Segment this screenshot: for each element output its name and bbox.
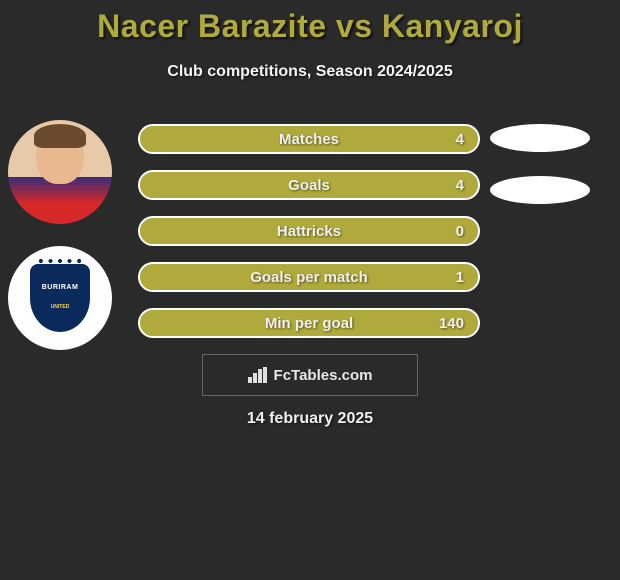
stat-label: Matches [140,131,478,148]
side-pill [490,124,590,152]
avatar-column: BURIRAM UNITED [8,120,112,372]
stat-value: 1 [456,269,464,286]
side-pill-column [490,124,590,228]
stat-value: 4 [456,131,464,148]
club-badge-icon: BURIRAM UNITED [30,264,90,332]
stat-label: Hattricks [140,223,478,240]
stat-row: Goals4 [138,170,480,200]
bar-chart-icon [248,367,268,383]
badge-sub-text: UNITED [30,304,90,310]
footer-date: 14 february 2025 [0,410,620,428]
stat-row: Min per goal140 [138,308,480,338]
page-title: Nacer Barazite vs Kanyaroj [0,0,620,45]
stat-label: Goals per match [140,269,478,286]
page-subtitle: Club competitions, Season 2024/2025 [0,63,620,81]
stat-label: Goals [140,177,478,194]
stat-row: Hattricks0 [138,216,480,246]
stat-label: Min per goal [140,315,478,332]
stats-list: Matches4Goals4Hattricks0Goals per match1… [138,124,480,354]
stat-row: Matches4 [138,124,480,154]
side-pill [490,176,590,204]
player1-avatar [8,120,112,224]
stat-value: 0 [456,223,464,240]
stat-value: 140 [439,315,464,332]
stat-row: Goals per match1 [138,262,480,292]
player2-avatar: BURIRAM UNITED [8,246,112,350]
brand-box: FcTables.com [202,354,418,396]
brand-text: FcTables.com [274,367,373,384]
badge-main-text: BURIRAM [30,284,90,291]
stat-value: 4 [456,177,464,194]
